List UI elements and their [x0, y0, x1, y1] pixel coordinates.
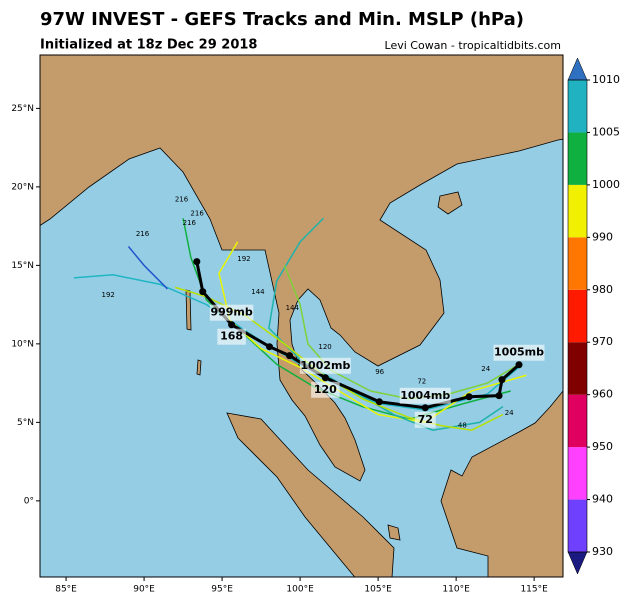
hour-label: 120 — [318, 343, 331, 351]
track-label: 168 — [220, 330, 243, 343]
ensemble-track — [127, 246, 169, 290]
label-box — [311, 381, 340, 398]
tracks: 2162162162161921921441441209672482424100… — [73, 195, 545, 431]
track-point — [193, 258, 201, 266]
colorbar-frame — [567, 79, 588, 553]
sumatra — [226, 412, 395, 577]
colorbar-segment — [568, 447, 587, 500]
hainan — [437, 191, 463, 215]
y-tick-label: 10°N — [11, 339, 34, 349]
label-box — [414, 411, 436, 428]
title: 97W INVEST - GEFS Tracks and Min. MSLP (… — [40, 9, 524, 30]
track-point — [465, 393, 473, 401]
colorbar-segment — [568, 237, 587, 290]
colorbar-segment — [568, 132, 587, 185]
hour-label: 216 — [136, 230, 150, 238]
hour-label: 144 — [286, 304, 300, 312]
track-label: 999mb — [210, 306, 252, 319]
y-tick-label: 20°N — [11, 182, 34, 192]
ensemble-track — [283, 265, 523, 400]
track-point — [498, 376, 506, 384]
hour-label: 72 — [417, 378, 426, 386]
ensemble-track — [73, 274, 520, 411]
bangka — [387, 524, 401, 541]
x-tick-label: 105°E — [364, 585, 392, 595]
hour-label: 24 — [505, 409, 514, 417]
y-tick-label: 25°N — [11, 104, 34, 114]
colorbar-label: 990 — [592, 230, 613, 243]
colorbar-label: 930 — [592, 545, 613, 558]
x-tick-label: 115°E — [520, 585, 548, 595]
hour-label: 216 — [175, 195, 189, 203]
hour-label: 192 — [101, 291, 114, 299]
colorbar-label: 940 — [592, 493, 613, 506]
label-box — [217, 328, 246, 345]
track-point — [515, 361, 523, 369]
colorbar-over — [567, 57, 588, 81]
colorbar-label: 980 — [592, 283, 613, 296]
colorbar-label: 970 — [592, 335, 613, 348]
colorbar-segment — [568, 80, 587, 133]
track-point — [421, 404, 429, 412]
hour-label: 48 — [458, 422, 467, 430]
colorbar-segment — [568, 289, 587, 343]
colorbar-label: 950 — [592, 440, 613, 453]
colorbar: 930 940 950 960 970 980 990 1000 1005 1010 — [567, 57, 620, 575]
map-frame — [39, 54, 564, 578]
track-label: 1002mb — [300, 359, 350, 372]
hour-label: 96 — [375, 368, 384, 376]
credit: Levi Cowan - tropicaltidbits.com — [385, 39, 561, 52]
subtitle: Initialized at 18z Dec 29 2018 — [40, 38, 257, 53]
colorbar-label: 1010 — [592, 73, 620, 86]
label-box — [399, 387, 451, 404]
hour-label: 216 — [190, 210, 204, 218]
hour-label: 24 — [481, 365, 490, 373]
x-tick-label: 95°E — [211, 585, 233, 595]
x-tick-label: 90°E — [133, 585, 155, 595]
label-box — [299, 357, 351, 374]
x-tick-label: 100°E — [286, 585, 314, 595]
y-tick-label: 15°N — [11, 261, 34, 271]
x-tick-label: 110°E — [442, 585, 470, 595]
y-tick-label: 5°N — [17, 418, 34, 428]
hour-label: 144 — [251, 288, 265, 296]
ensemble-track — [218, 241, 527, 424]
colorbar-segment — [568, 184, 587, 238]
y-tick-label: 0° — [24, 496, 34, 506]
colorbar-segment — [568, 342, 587, 395]
colorbar-under — [567, 551, 588, 575]
mainland — [40, 55, 563, 482]
track-point — [285, 352, 293, 360]
nicobar — [196, 359, 202, 376]
track-point — [495, 392, 503, 400]
track-point — [228, 321, 236, 329]
track-point — [266, 343, 274, 351]
colorbar-segment — [568, 499, 587, 552]
track-label: 72 — [418, 413, 433, 426]
colorbar-label: 1000 — [592, 178, 620, 191]
colorbar-label: 1005 — [592, 125, 620, 138]
hour-label: 192 — [237, 255, 250, 263]
map-area: 2162162162161921921441441209672482424100… — [40, 55, 563, 577]
x-tick-label: 85°E — [55, 585, 77, 595]
hour-label: 216 — [183, 219, 197, 227]
colorbar-segment — [568, 394, 587, 448]
label-box — [493, 344, 545, 361]
track-point — [199, 288, 207, 296]
axes: 85°E 90°E 95°E 100°E 105°E 110°E 115°E 0° 5°N 10°… — [11, 104, 548, 595]
track-label: 120 — [314, 383, 337, 396]
label-box — [209, 304, 254, 321]
track-label: 1005mb — [494, 346, 544, 359]
colorbar-label: 960 — [592, 388, 613, 401]
track-point — [321, 374, 329, 382]
track-label: 1004mb — [400, 389, 450, 402]
track-point — [375, 398, 383, 406]
borneo — [440, 390, 563, 577]
